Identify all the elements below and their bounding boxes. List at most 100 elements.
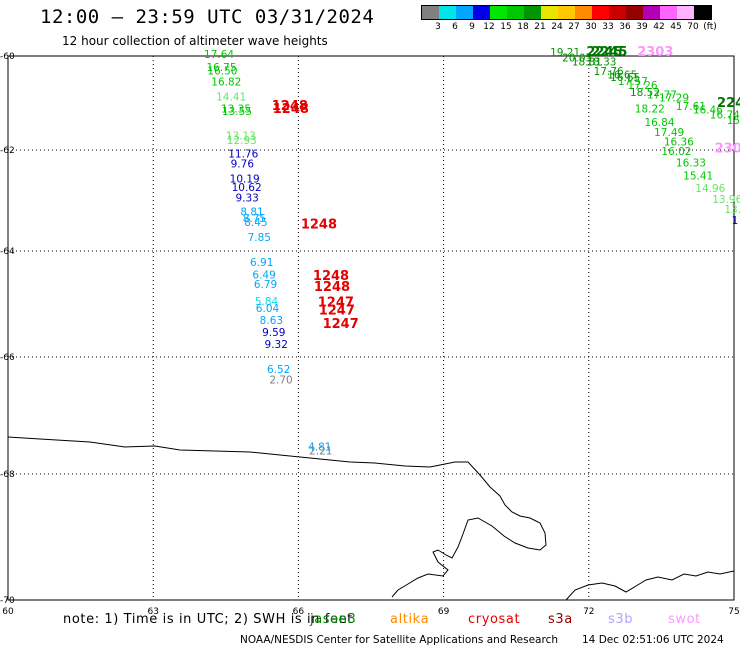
wave-height-label: 2.21 xyxy=(309,446,332,458)
wave-height-label: 18.22 xyxy=(635,103,665,115)
wave-height-label: 12.93 xyxy=(227,135,257,147)
coastline-east xyxy=(565,570,735,601)
wave-height-label: 14.41 xyxy=(216,92,246,104)
lat-tick-label: -62 xyxy=(0,146,15,156)
wave-height-label: 18.81 xyxy=(572,56,602,68)
legend-swatch xyxy=(677,6,694,19)
wave-height-label: 16.75 xyxy=(206,62,236,74)
wave-height-label: 6.04 xyxy=(256,303,280,315)
legend-swatch xyxy=(558,6,575,19)
track-time-label: 2245 xyxy=(586,45,622,60)
lon-tick-label: 69 xyxy=(438,607,450,617)
legend-swatch xyxy=(609,6,626,19)
wave-height-label: 17.77 xyxy=(647,89,677,101)
legend-swatch xyxy=(592,6,609,19)
track-time-label: 1248 xyxy=(313,269,349,284)
legend-label: 39 xyxy=(636,22,648,32)
legend-label: 70 xyxy=(687,22,699,32)
satellite-s3b: s3b xyxy=(608,612,634,627)
wave-height-label: 13.55 xyxy=(222,106,252,118)
legend-swatch xyxy=(490,6,507,19)
legend-color-bar xyxy=(421,5,712,20)
wave-height-label: 18.33 xyxy=(586,56,616,68)
wave-height-label: 16.84 xyxy=(644,117,674,129)
wave-height-label: 17.49 xyxy=(654,127,684,139)
lat-tick-label: -60 xyxy=(0,52,15,62)
lon-tick-label: 63 xyxy=(147,607,158,617)
legend-label: 24 xyxy=(551,22,563,32)
wave-height-label: 16.65 xyxy=(607,70,637,82)
wave-height-label: 16.82 xyxy=(211,77,241,89)
wave-height-label: 10.19 xyxy=(230,173,260,185)
wave-height-label: 13.96 xyxy=(712,194,740,206)
legend-label: 15 xyxy=(500,22,512,32)
wave-height-label: 16.02 xyxy=(661,146,691,158)
wave-height-label: 7.85 xyxy=(248,232,271,244)
satellite-s3a: s3a xyxy=(548,612,573,627)
lat-tick-label: -70 xyxy=(0,596,15,606)
track-time-label: 1247 xyxy=(319,304,355,319)
wave-height-label: 5.84 xyxy=(255,296,279,308)
legend-swatch xyxy=(694,6,711,19)
track-time-label: 1247 xyxy=(323,317,359,332)
wave-height-label: 8.63 xyxy=(260,315,283,327)
lon-tick-label: 72 xyxy=(583,607,594,617)
legend-label: 18 xyxy=(517,22,529,32)
legend-label: 42 xyxy=(653,22,665,32)
wave-height-label: 16.74 xyxy=(710,110,740,122)
wave-height-label: 16.65 xyxy=(610,72,640,84)
wave-height-label: 9.76 xyxy=(231,159,255,171)
wave-height-label: 1 xyxy=(732,215,739,227)
wave-height-label: 13.13 xyxy=(226,131,256,143)
credit-line: NOAA/NESDIS Center for Satellite Applica… xyxy=(240,634,558,646)
wave-height-label: 6.91 xyxy=(250,257,273,269)
legend-label: 45 xyxy=(670,22,682,32)
wave-height-label: 10.62 xyxy=(232,182,262,194)
track-time-label: 2304 xyxy=(715,142,740,157)
legend-label: 3 xyxy=(435,22,441,32)
track-time-label: 1248 xyxy=(273,102,309,117)
track-time-label: 1247 xyxy=(318,296,354,311)
wave-height-label: 16.46 xyxy=(693,104,723,116)
wave-height-label: 6.52 xyxy=(267,364,290,376)
wave-height-label: 8.45 xyxy=(244,217,267,229)
wave-height-label: 20.05 xyxy=(562,53,592,65)
legend-swatch xyxy=(575,6,592,19)
satellite-swot: swot xyxy=(668,612,701,627)
map-frame xyxy=(7,55,735,601)
wave-height-label: 9.59 xyxy=(262,327,285,339)
wave-height-label: 17.61 xyxy=(676,101,706,113)
track-time-label: 2246 xyxy=(717,96,740,111)
legend-label: 30 xyxy=(585,22,597,32)
wave-height-label: 15.3 xyxy=(727,115,740,127)
lon-tick-label: 60 xyxy=(2,607,14,617)
wave-height-label: 8.81 xyxy=(240,207,263,219)
legend-label: 12 xyxy=(483,22,495,32)
wave-height-label: 2.70 xyxy=(269,374,292,386)
wave-height-label: 17.26 xyxy=(628,80,658,92)
satellite-altika: altika xyxy=(390,612,430,627)
lat-tick-label: -66 xyxy=(0,353,15,363)
legend-swatch xyxy=(524,6,541,19)
wave-height-label: 17.29 xyxy=(659,93,689,105)
wave-height-legend: 3 6 9 12 15 18 21 24 27 30 33 36 39 42 45 70 (ft) xyxy=(421,5,717,32)
wave-height-label: 8.75 xyxy=(243,213,266,225)
wave-height-label: 19.21 xyxy=(550,47,580,59)
legend-label: 21 xyxy=(534,22,546,32)
legend-label: (ft) xyxy=(703,22,717,32)
wave-height-label: 4.81 xyxy=(308,442,331,454)
footnote: note: 1) Time is in UTC; 2) SWH is in fe… xyxy=(63,612,353,627)
legend-swatch xyxy=(456,6,473,19)
legend-labels: 3 6 9 12 15 18 21 24 27 30 33 36 39 42 45 70 (ft) xyxy=(421,20,717,32)
legend-label: 36 xyxy=(619,22,631,32)
track-time-label: 1248 xyxy=(272,99,308,114)
legend-swatch xyxy=(660,6,677,19)
legend-swatch xyxy=(626,6,643,19)
lat-tick-label: -68 xyxy=(0,470,15,480)
lon-tick-label: 75 xyxy=(728,607,739,617)
legend-swatch xyxy=(541,6,558,19)
legend-swatch xyxy=(507,6,524,19)
wave-height-label: 6.49 xyxy=(252,270,275,282)
graticule: 60 63 66 69 72 75 -60 -62 -64 -66 -68 -70 xyxy=(0,52,740,617)
